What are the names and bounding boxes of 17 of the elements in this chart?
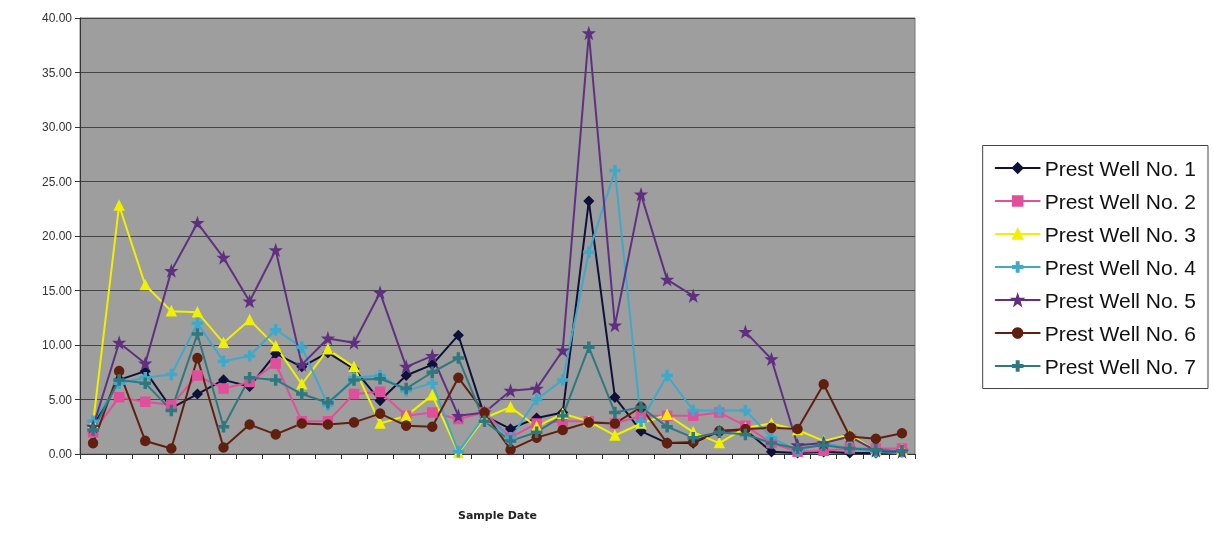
y-tick-label: 0.00 bbox=[48, 447, 73, 461]
y-tick-label: 25.00 bbox=[41, 174, 73, 189]
y-tick-label: 35.00 bbox=[41, 65, 73, 80]
y-tick-label: 20.00 bbox=[41, 229, 73, 243]
y-tick-label: 10.00 bbox=[41, 338, 73, 352]
legend-label: Prest Well No. 1 bbox=[1044, 156, 1196, 180]
legend-label: Prest Well No. 3 bbox=[1044, 222, 1196, 246]
legend-label: Prest Well No. 7 bbox=[1044, 354, 1196, 378]
legend-label: Prest Well No. 5 bbox=[1044, 288, 1196, 312]
legend-label: Prest Well No. 2 bbox=[1044, 189, 1196, 213]
legend-label: Prest Well No. 6 bbox=[1044, 321, 1196, 345]
x-axis-title: Sample Date bbox=[457, 509, 538, 522]
y-tick-label: 30.00 bbox=[41, 120, 73, 134]
y-tick-label: 40.00 bbox=[41, 11, 73, 25]
y-tick-label: 5.00 bbox=[48, 392, 73, 407]
legend-label: Prest Well No. 4 bbox=[1044, 255, 1197, 279]
y-tick-label: 15.00 bbox=[41, 283, 73, 298]
